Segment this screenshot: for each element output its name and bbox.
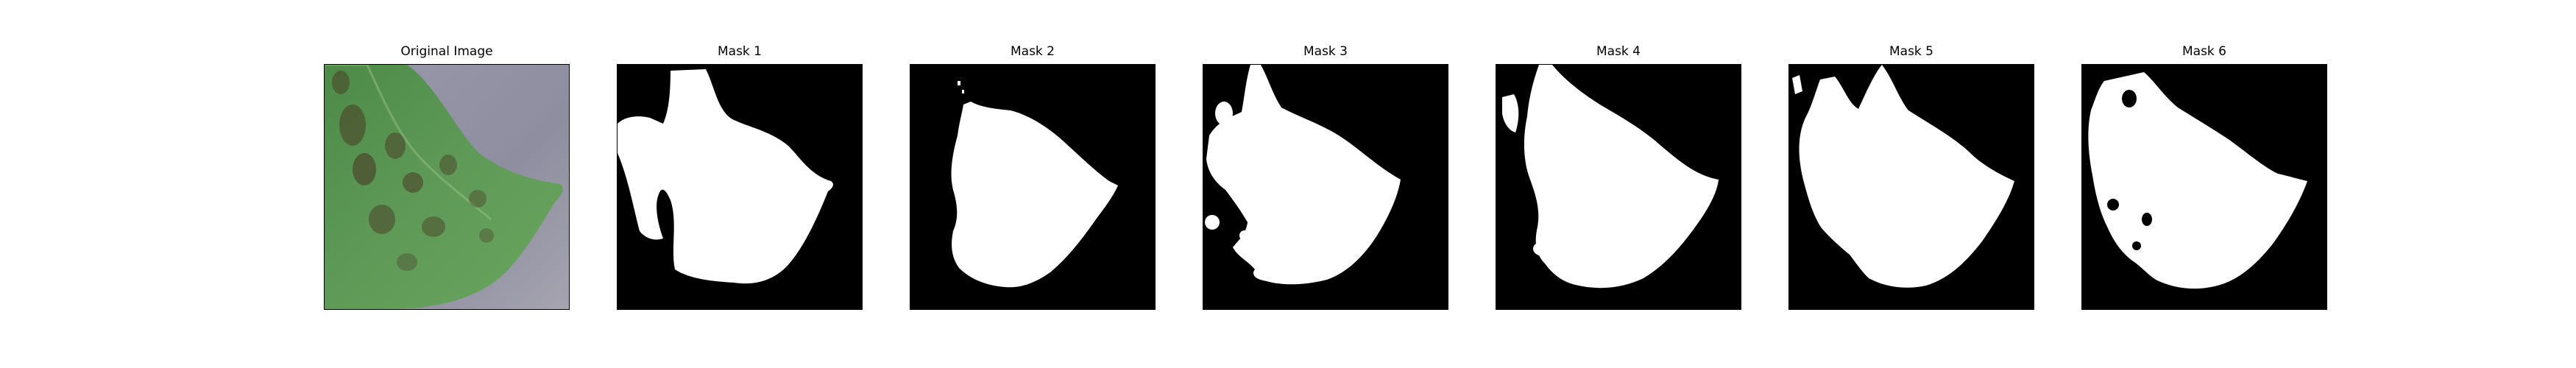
- panel-mask-1: Mask 1: [617, 43, 863, 316]
- mask-4-image: [1496, 64, 1741, 310]
- panel-mask-5: Mask 5: [1788, 43, 2034, 316]
- panel-title: Mask 6: [2182, 44, 2226, 59]
- panel-mask-6: Mask 6: [2081, 43, 2327, 316]
- panel-title: Mask 3: [1303, 44, 1348, 59]
- mask-6-image: [2081, 64, 2327, 310]
- panel-mask-4: Mask 4: [1496, 43, 1741, 316]
- mask-2-image: [910, 64, 1156, 310]
- original-leaf-photo: [324, 64, 570, 310]
- panel-mask-2: Mask 2: [910, 43, 1156, 316]
- panel-title: Mask 1: [717, 44, 762, 59]
- panel-original-image: Original Image: [324, 43, 570, 316]
- panel-title: Original Image: [400, 44, 493, 59]
- mask-3-image: [1203, 64, 1448, 310]
- mask-5-image: [1788, 64, 2034, 310]
- mask-1-image: [617, 64, 863, 310]
- panel-mask-3: Mask 3: [1203, 43, 1448, 316]
- panel-title: Mask 4: [1596, 44, 1641, 59]
- panel-title: Mask 5: [1889, 44, 1933, 59]
- panel-title: Mask 2: [1010, 44, 1055, 59]
